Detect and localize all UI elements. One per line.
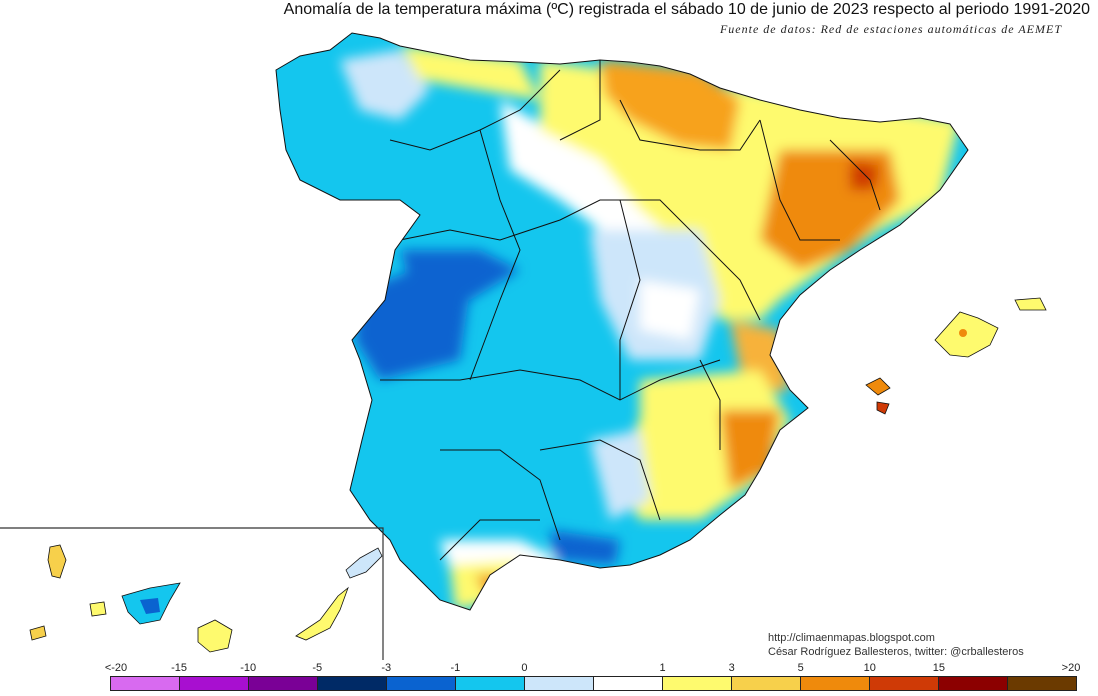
- legend-tick-labels: <-20 -15 -10 -5 -3 -1 0 1 3 5 10 15 >20: [105, 660, 1081, 676]
- color-legend: <-20 -15 -10 -5 -3 -1 0 1 3 5 10 15 >20: [105, 660, 1081, 691]
- dark-blue-granada-coast: [550, 530, 620, 565]
- legend-tick-label: -15: [171, 662, 188, 674]
- legend-tick-label: 0: [521, 662, 528, 674]
- legend-swatch: [180, 677, 249, 690]
- temperature-anomaly-map: [0, 32, 1047, 660]
- legend-tick-label: >20: [1061, 662, 1081, 674]
- legend-swatch: [249, 677, 318, 690]
- lanzarote: [345, 547, 383, 579]
- light-blue-galicia: [340, 50, 430, 120]
- peninsula: [275, 32, 969, 611]
- fuerteventura: [295, 586, 349, 641]
- yellow-malaga: [450, 560, 520, 610]
- legend-swatch: [870, 677, 939, 690]
- legend-swatch: [111, 677, 180, 690]
- legend-tick-label: -1: [450, 662, 461, 674]
- la-palma: [47, 544, 67, 579]
- menorca: [1014, 297, 1047, 311]
- legend-swatch: [594, 677, 663, 690]
- legend-swatch: [387, 677, 456, 690]
- legend-tick-label: 15: [932, 662, 945, 674]
- map-title: Anomalía de la temperatura máxima (ºC) r…: [283, 1, 1090, 18]
- legend-tick-label: -3: [381, 662, 392, 674]
- legend-swatch: [663, 677, 732, 690]
- balearic-islands: [865, 297, 1047, 415]
- legend-tick-label: -10: [240, 662, 257, 674]
- white-castilla-north: [500, 100, 700, 260]
- gran-canaria: [197, 619, 233, 653]
- legend-swatch: [456, 677, 525, 690]
- legend-color-bar: [110, 676, 1077, 691]
- canary-islands-inset: [0, 527, 384, 660]
- legend-tick-label: 10: [863, 662, 876, 674]
- legend-tick-label: -5: [312, 662, 323, 674]
- legend-tick-label: 3: [728, 662, 735, 674]
- el-hierro: [29, 625, 47, 641]
- la-gomera: [89, 601, 107, 617]
- credits: http://climaenmapas.blogspot.com César R…: [768, 631, 1024, 659]
- region-borders: [380, 60, 881, 561]
- blue-castilla-west: [400, 250, 520, 300]
- formentera: [876, 401, 890, 415]
- legend-tick-label: <-20: [104, 662, 128, 674]
- ibiza: [865, 377, 891, 396]
- data-source: Fuente de datos: Red de estaciones autom…: [719, 22, 1062, 36]
- legend-swatch: [525, 677, 594, 690]
- blog-url[interactable]: http://climaenmapas.blogspot.com: [768, 632, 935, 644]
- legend-swatch: [1008, 677, 1076, 690]
- orange-alicante: [720, 410, 780, 490]
- legend-tick-label: 1: [659, 662, 666, 674]
- author: César Rodríguez Ballesteros, twitter: @c…: [768, 646, 1024, 658]
- legend-swatch: [318, 677, 387, 690]
- legend-swatch: [732, 677, 801, 690]
- white-la-mancha-east: [640, 280, 700, 340]
- orange-navarra-aragon: [600, 60, 740, 150]
- legend-swatch: [939, 677, 1008, 690]
- legend-tick-label: 5: [797, 662, 804, 674]
- light-blue-granada: [590, 430, 650, 520]
- legend-swatch: [801, 677, 870, 690]
